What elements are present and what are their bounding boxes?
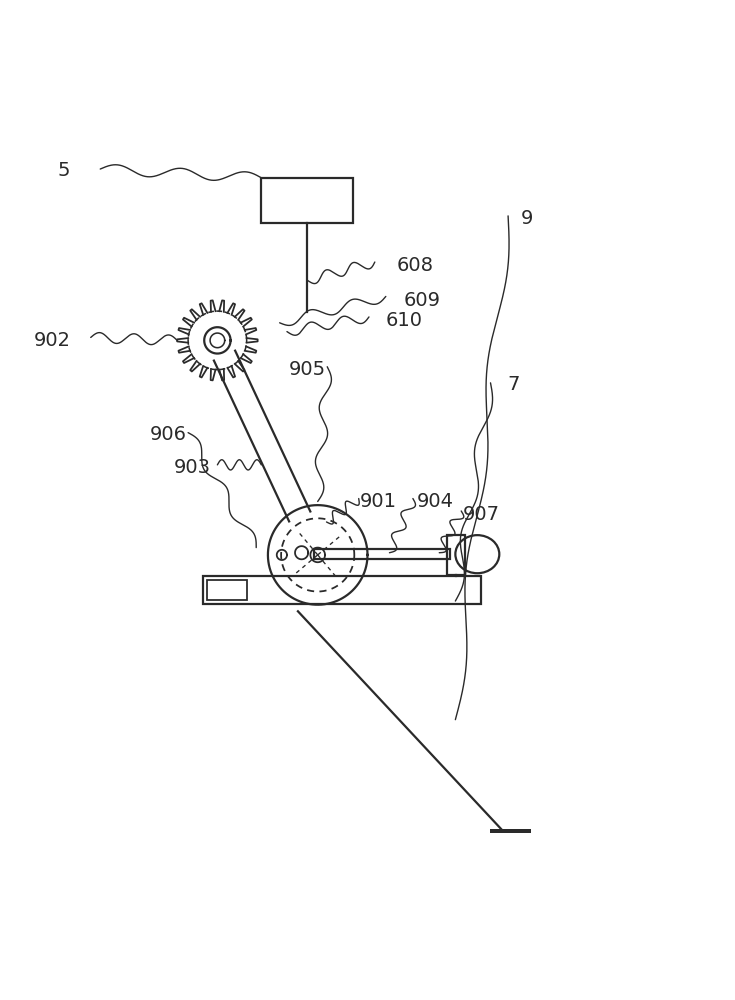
Text: 609: 609 <box>404 291 441 310</box>
Text: 904: 904 <box>417 492 454 511</box>
Bar <box>203 576 481 604</box>
Text: 608: 608 <box>397 256 434 275</box>
Bar <box>314 549 450 559</box>
Text: 7: 7 <box>508 375 520 394</box>
Text: 903: 903 <box>173 458 210 477</box>
Bar <box>207 580 248 600</box>
Text: 906: 906 <box>150 425 187 444</box>
Text: 610: 610 <box>386 311 423 330</box>
Text: 905: 905 <box>289 360 326 379</box>
Text: 902: 902 <box>34 331 71 350</box>
Bar <box>447 535 465 575</box>
Text: 9: 9 <box>521 209 534 228</box>
Bar <box>262 178 353 223</box>
Text: 907: 907 <box>462 505 500 524</box>
Text: 901: 901 <box>360 492 397 511</box>
Text: 5: 5 <box>57 161 70 180</box>
